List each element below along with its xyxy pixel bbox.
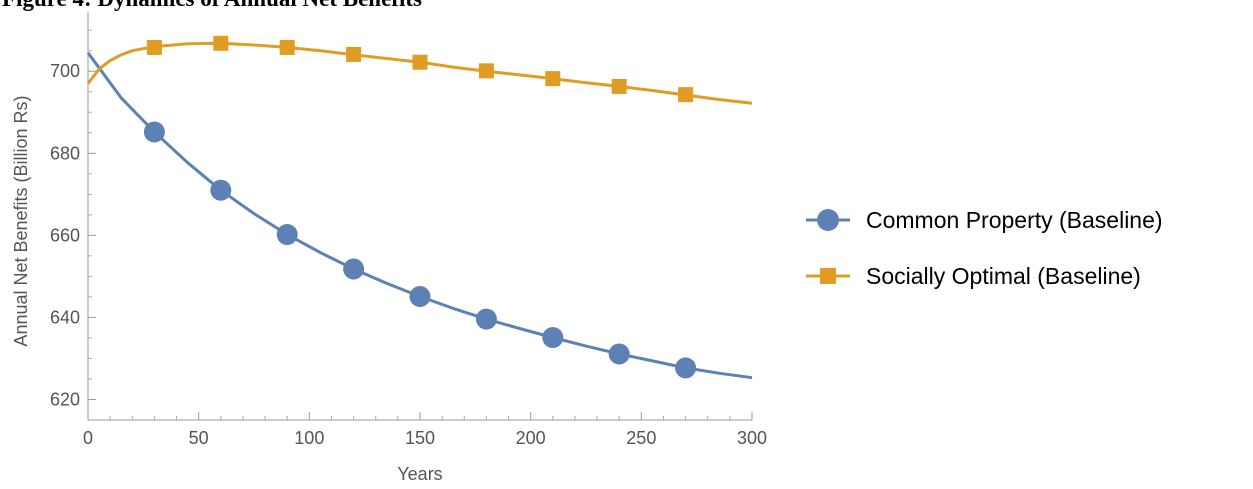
x-tick-label: 200 (516, 428, 546, 448)
data-point (146, 39, 162, 55)
series-layer (86, 35, 753, 380)
y-tick-label: 680 (50, 143, 80, 163)
x-tick-label: 100 (294, 428, 324, 448)
data-point (475, 308, 497, 330)
legend: Common Property (Baseline) Socially Optim… (806, 207, 1163, 289)
y-axis-title: Annual Net Benefits (Billion Rs) (11, 95, 31, 346)
x-axis-title: Years (397, 464, 442, 484)
data-point (542, 327, 564, 349)
data-point (478, 63, 494, 79)
x-tick-label: 150 (405, 428, 435, 448)
data-point (279, 39, 295, 55)
data-point (412, 54, 428, 70)
legend-marker (817, 209, 839, 231)
legend-label: Socially Optimal (Baseline) (866, 263, 1141, 289)
data-point (276, 224, 298, 246)
x-tick-label: 300 (737, 428, 767, 448)
y-tick-label: 620 (50, 389, 80, 409)
x-tick-label: 250 (626, 428, 656, 448)
data-point (143, 121, 165, 143)
data-point (675, 357, 697, 379)
x-tick-label: 0 (83, 428, 93, 448)
legend-label: Common Property (Baseline) (866, 207, 1163, 233)
y-tick-label: 640 (50, 307, 80, 327)
x-tick-label: 50 (189, 428, 209, 448)
legend-marker (820, 268, 836, 284)
series-line-0 (86, 51, 753, 380)
data-point (210, 179, 232, 201)
figure-title: Figure 4: Dynamics of Annual Net Benefit… (2, 0, 422, 12)
data-point (608, 343, 630, 365)
data-point (545, 71, 561, 87)
y-tick-label: 700 (50, 61, 80, 81)
data-point (346, 46, 362, 62)
data-point (678, 87, 694, 103)
y-tick-label: 660 (50, 225, 80, 245)
data-point (213, 35, 229, 51)
data-point (409, 285, 431, 307)
axes: 0 50 100 150 200 250 300 620 640 660 680 700 (50, 12, 767, 448)
data-point (611, 78, 627, 94)
data-point (343, 258, 365, 280)
series-line-1 (86, 41, 753, 105)
